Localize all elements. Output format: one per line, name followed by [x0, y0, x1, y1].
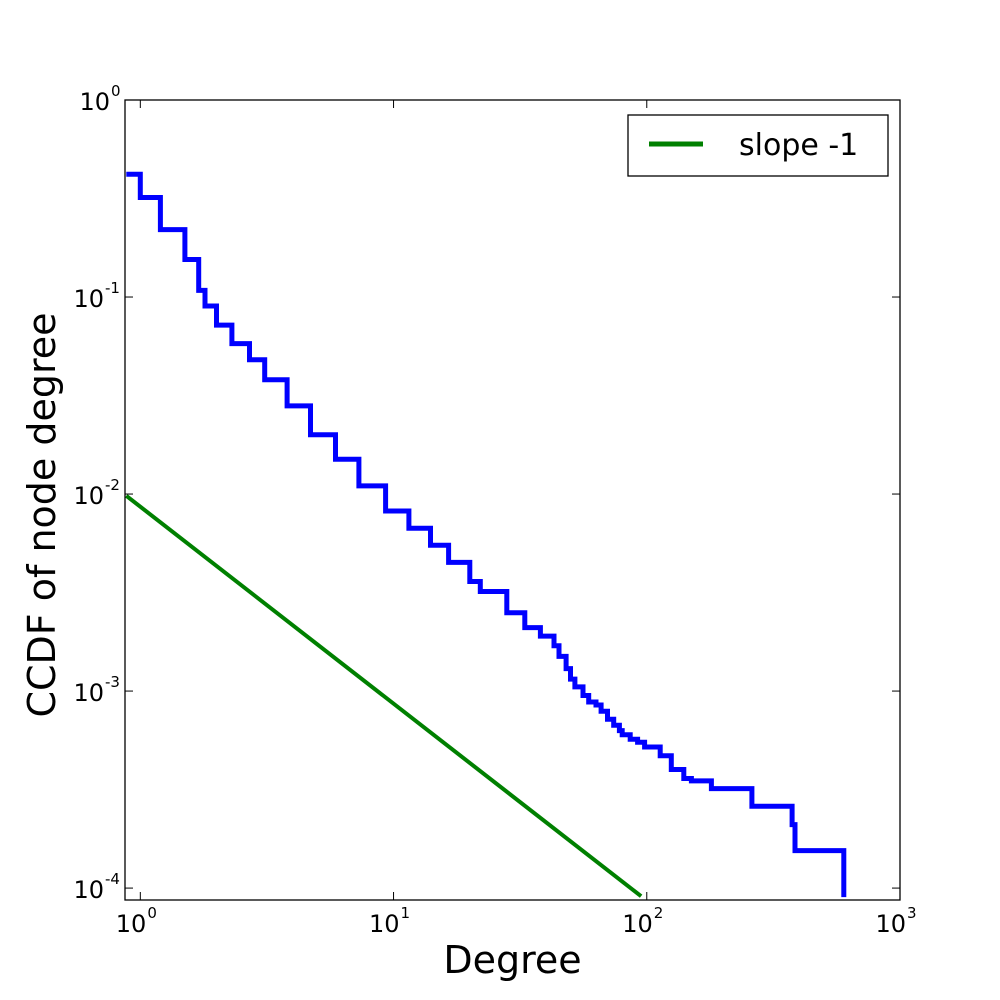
y-tick-label-1: 10 -1: [73, 279, 120, 313]
ticks-layer: 10 0 10 1 10 2 10 310 010 -110 -210 -310 -4: [73, 82, 916, 938]
plot-frame: [124, 99, 901, 901]
x-tick-exp: 0: [147, 904, 157, 922]
y-tick-base: 10: [73, 285, 104, 313]
x-tick-base: 10: [622, 910, 653, 938]
x-tick-exp: 2: [654, 904, 664, 922]
x-tick-base: 10: [116, 910, 147, 938]
series-layer: [125, 171, 847, 898]
y-tick-base: 10: [73, 482, 104, 510]
y-tick-exp: -3: [105, 673, 120, 691]
series-slope-line: [125, 494, 643, 898]
x-tick-exp: 3: [907, 904, 917, 922]
y-tick-exp: -4: [105, 870, 120, 888]
y-tick-label-4: 10 -4: [73, 870, 120, 904]
y-tick-exp: -1: [105, 279, 120, 297]
y-tick-exp: -2: [105, 476, 120, 494]
y-tick-label-3: 10 -3: [73, 673, 120, 707]
x-tick-label-0: 10 0: [116, 904, 157, 938]
y-tick-base: 10: [73, 679, 104, 707]
x-tick-exp: 1: [401, 904, 411, 922]
x-tick-base: 10: [875, 910, 906, 938]
x-tick-base: 10: [369, 910, 400, 938]
y-tick-base: 10: [79, 88, 110, 116]
y-tick-label-2: 10 -2: [73, 476, 120, 510]
legend: slope -1: [627, 114, 889, 177]
x-axis-title: Degree: [443, 938, 581, 982]
y-tick-label-0: 10 0: [79, 82, 120, 116]
series-ccdf-line: [126, 171, 847, 898]
legend-label-slope: slope -1: [739, 128, 858, 163]
x-tick-label-2: 10 2: [622, 904, 663, 938]
y-tick-exp: 0: [111, 82, 121, 100]
y-tick-base: 10: [73, 876, 104, 904]
x-tick-label-1: 10 1: [369, 904, 410, 938]
x-tick-label-3: 10 3: [875, 904, 916, 938]
y-axis-title: CCDF of node degree: [20, 312, 64, 717]
